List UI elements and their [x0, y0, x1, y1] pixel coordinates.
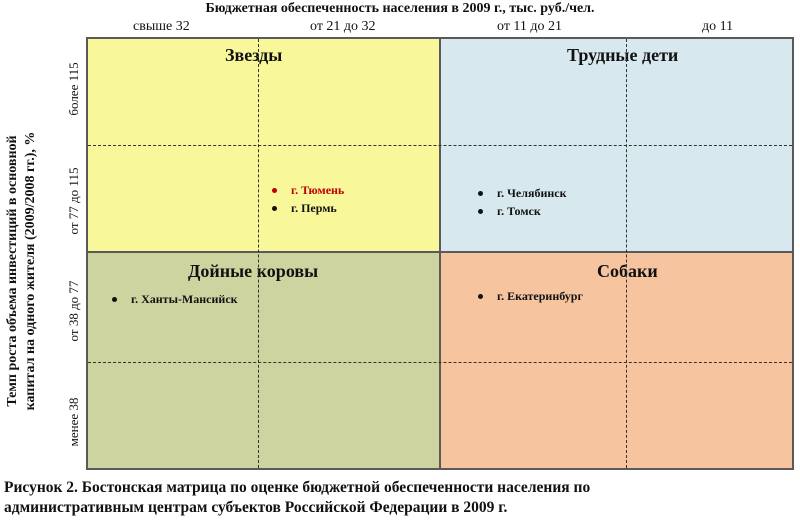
city-tomsk-label: г. Томск	[497, 204, 541, 218]
marker-dot-icon	[478, 294, 483, 299]
city-yekaterinburg-label: г. Екатеринбург	[497, 289, 583, 303]
quadrant-cash-cows-title: Дойные коровы	[188, 261, 319, 281]
city-chelyabinsk: г. Челябинск	[478, 186, 567, 201]
x-category-4: до 11	[702, 19, 734, 34]
y-axis-title: Темп роста объема инвестиций в основной …	[4, 51, 44, 491]
y-category-2: от 77 до 115	[66, 167, 81, 235]
city-tyumen-label: г. Тюмень	[291, 183, 345, 197]
boston-matrix: Звезды Трудные дети Дойные коровы Собаки…	[86, 37, 794, 470]
city-yekaterinburg: г. Екатеринбург	[478, 289, 583, 304]
figure-caption-line2: административным центрам субъектов Росси…	[4, 499, 508, 516]
figure-caption-line1: Рисунок 2. Бостонская матрица по оценке …	[4, 479, 591, 496]
marker-dot-icon	[478, 209, 483, 214]
divider-horizontal-top	[88, 145, 792, 146]
divider-vertical-left	[258, 39, 259, 468]
quadrant-dogs: Собаки	[439, 251, 794, 470]
y-category-1: более 115	[66, 62, 81, 116]
city-tyumen: г. Тюмень	[272, 183, 344, 198]
y-category-4: менее 38	[66, 397, 81, 447]
x-axis-title: Бюджетная обеспеченность населения в 200…	[205, 1, 595, 16]
y-category-3: от 38 до 77	[66, 280, 81, 342]
city-perm: г. Пермь	[272, 201, 337, 216]
quadrant-dogs-title: Собаки	[597, 261, 658, 281]
quadrant-stars-title: Звезды	[225, 45, 283, 65]
quadrant-cash-cows: Дойные коровы	[86, 251, 441, 470]
city-tomsk: г. Томск	[478, 204, 541, 219]
divider-vertical-right	[626, 39, 627, 468]
x-category-3: от 11 до 21	[497, 19, 563, 34]
quadrant-problem-children-title: Трудные дети	[567, 45, 679, 65]
y-axis-title-line2: капитал на одного жителя (2009/2008 гг.)…	[23, 131, 38, 411]
city-khanty-mansiysk-label: г. Ханты-Мансийск	[131, 292, 238, 306]
x-category-2: от 21 до 32	[310, 19, 376, 34]
marker-dot-icon	[272, 188, 277, 193]
figure-caption: Рисунок 2. Бостонская матрица по оценке …	[4, 478, 794, 518]
marker-dot-icon	[112, 297, 117, 302]
city-perm-label: г. Пермь	[291, 201, 337, 215]
city-khanty-mansiysk: г. Ханты-Мансийск	[112, 292, 238, 307]
city-chelyabinsk-label: г. Челябинск	[497, 186, 567, 200]
y-axis-title-line1: Темп роста объема инвестиций в основной	[5, 135, 20, 407]
marker-dot-icon	[478, 191, 483, 196]
x-category-1: свыше 32	[133, 19, 190, 34]
marker-dot-icon	[272, 206, 277, 211]
divider-horizontal-bottom	[88, 362, 792, 363]
